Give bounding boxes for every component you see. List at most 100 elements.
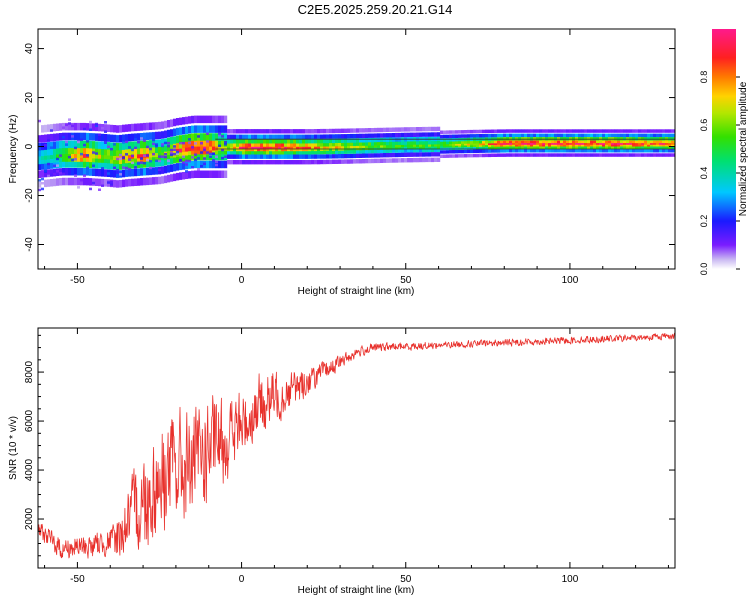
heatmap-cell [362, 138, 366, 143]
heatmap-cell [218, 146, 222, 155]
heatmap-cell [71, 168, 75, 176]
heatmap-cell [47, 162, 50, 166]
heatmap-cell [590, 153, 594, 157]
heatmap-cell [608, 133, 612, 138]
heatmap-cell [602, 153, 606, 157]
heatmap-cell [419, 132, 423, 137]
heatmap-cell [509, 137, 513, 141]
heatmap-cell [419, 157, 423, 163]
heatmap-cell [377, 133, 381, 138]
heatmap-cell [461, 130, 465, 134]
heatmap-cell [575, 149, 579, 153]
heatmap-cell [635, 139, 639, 144]
heatmap-cell [482, 134, 486, 138]
heatmap-cell [62, 160, 66, 168]
heatmap-cell [560, 145, 564, 150]
heatmap-cell [593, 133, 597, 138]
heatmap-cell [242, 142, 246, 147]
heatmap-cell [629, 145, 633, 150]
heatmap-cell [539, 129, 543, 133]
heatmap-cell [74, 160, 78, 168]
heatmap-cell [71, 154, 75, 162]
heatmap-cell [149, 132, 153, 140]
heatmap-cell [41, 187, 44, 191]
heatmap-cell [533, 133, 537, 138]
heatmap-cell [65, 168, 69, 176]
heatmap-cell [128, 141, 132, 150]
heatmap-cell [668, 145, 672, 150]
heatmap-cell [404, 144, 408, 150]
heatmap-cell [524, 137, 528, 141]
heatmap-cell [632, 133, 636, 138]
heatmap-cell [227, 150, 231, 155]
heatmap-cell [170, 153, 173, 157]
heatmap-cell [296, 144, 300, 149]
heatmap-cell [383, 140, 387, 146]
heatmap-cell [281, 144, 285, 149]
heatmap-cell [455, 154, 459, 158]
heatmap-cell [341, 141, 345, 147]
heatmap-cell [125, 134, 129, 142]
heatmap-cell [554, 129, 558, 133]
heatmap-cell [266, 142, 270, 147]
heatmap-cell [176, 172, 180, 181]
heatmap-cell [227, 134, 231, 139]
heatmap-cell [380, 137, 384, 143]
heatmap-cell [524, 145, 528, 150]
heatmap-cell [629, 129, 633, 133]
heatmap-cell [167, 120, 171, 128]
heatmap-cell [440, 140, 444, 145]
heatmap-cell [215, 125, 219, 133]
heatmap-cell [584, 149, 588, 153]
heatmap-cell [245, 150, 249, 155]
heatmap-cell [320, 142, 324, 147]
heatmap-cell [380, 133, 384, 138]
heatmap-cell [551, 145, 555, 150]
heatmap-cell [242, 129, 246, 134]
heatmap-cell [578, 129, 582, 133]
heatmap-cell [563, 129, 567, 133]
heatmap-cell [260, 144, 264, 149]
heatmap-cell [53, 147, 57, 155]
heatmap-cell [125, 142, 129, 150]
heatmap-cell [572, 153, 576, 157]
heatmap-cell [590, 137, 594, 141]
heatmap-cell [359, 138, 363, 143]
heatmap-cell [371, 158, 375, 164]
heatmap-cell [53, 141, 57, 149]
heatmap-cell [536, 145, 540, 150]
heatmap-cell [455, 140, 459, 144]
heatmap-cell [185, 159, 188, 163]
heatmap-cell [149, 166, 152, 170]
heatmap-cell [482, 153, 486, 158]
heatmap-cell [101, 151, 105, 159]
heatmap-cell [98, 133, 102, 142]
heatmap-cell [392, 133, 396, 138]
heatmap-cell [155, 176, 159, 185]
heatmap-cell [356, 149, 360, 154]
heatmap-cell [302, 144, 306, 149]
heatmap-cell [155, 149, 159, 157]
heatmap-cell [530, 133, 534, 138]
heatmap-cell [512, 139, 516, 144]
heatmap-cell [473, 149, 477, 153]
heatmap-cell [503, 149, 507, 153]
heatmap-cell [266, 129, 270, 134]
heatmap-cell [185, 126, 189, 134]
heatmap-cell [650, 133, 654, 138]
heatmap-cell [353, 133, 357, 139]
heatmap-cell [209, 115, 213, 124]
heatmap-cell [221, 152, 225, 161]
heatmap-cell [122, 148, 126, 156]
heatmap-cell [59, 168, 63, 176]
heatmap-cell [137, 146, 141, 155]
heatmap-cell [515, 149, 519, 153]
heatmap-cell [656, 133, 660, 138]
heatmap-cell [176, 152, 179, 155]
y-tick-label: 4000 [24, 458, 35, 481]
heatmap-cell [599, 129, 603, 133]
heatmap-cell [269, 134, 273, 139]
heatmap-cell [662, 129, 666, 133]
heatmap-cell [113, 143, 116, 146]
heatmap-cell [188, 153, 192, 161]
